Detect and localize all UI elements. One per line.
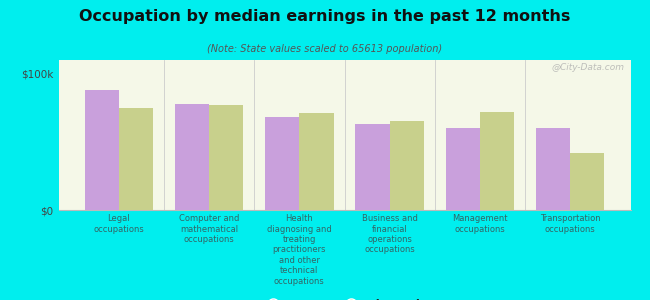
Bar <box>265 117 300 210</box>
Bar <box>209 105 243 210</box>
Bar <box>119 108 153 210</box>
Text: @City-Data.com: @City-Data.com <box>552 63 625 72</box>
Bar <box>536 128 570 210</box>
Bar <box>84 90 119 210</box>
Legend: 65613, Missouri: 65613, Missouri <box>264 294 425 300</box>
Bar <box>389 122 424 210</box>
Text: Occupation by median earnings in the past 12 months: Occupation by median earnings in the pas… <box>79 9 571 24</box>
Bar <box>300 113 333 210</box>
Bar <box>356 124 389 210</box>
Bar <box>175 103 209 210</box>
Bar <box>570 153 604 210</box>
Bar <box>446 128 480 210</box>
Bar <box>480 112 514 210</box>
Text: (Note: State values scaled to 65613 population): (Note: State values scaled to 65613 popu… <box>207 44 443 53</box>
